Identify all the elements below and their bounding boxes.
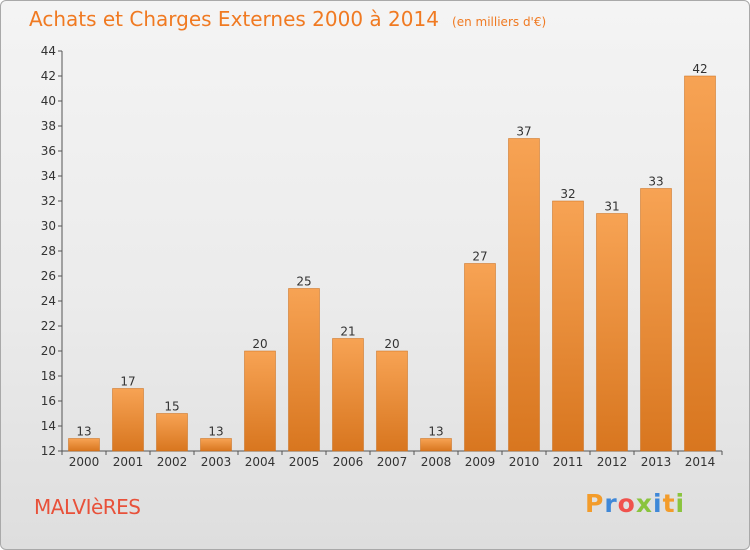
x-tick-label: 2008 bbox=[421, 455, 452, 469]
value-label: 13 bbox=[428, 425, 443, 439]
axes: 12 14 16 18 20 22 24 26 28 30 32 34 36 38 40 42 44 2000 20… bbox=[41, 44, 723, 469]
y-tick-label: 16 bbox=[41, 394, 56, 408]
y-tick-label: 18 bbox=[41, 369, 56, 383]
x-tick-label: 2011 bbox=[553, 455, 584, 469]
x-tick-label: 2005 bbox=[289, 455, 320, 469]
y-tick-label: 28 bbox=[41, 244, 56, 258]
x-tick-label: 2009 bbox=[465, 455, 496, 469]
y-tick-label: 22 bbox=[41, 319, 56, 333]
y-tick-label: 14 bbox=[41, 419, 56, 433]
logo-letter: t bbox=[662, 489, 676, 518]
y-tick-label: 38 bbox=[41, 119, 56, 133]
value-label: 13 bbox=[208, 425, 223, 439]
bar-2009 bbox=[464, 263, 496, 452]
bar-2010 bbox=[508, 138, 540, 452]
y-tick-label: 20 bbox=[41, 344, 56, 358]
bar-2002 bbox=[156, 413, 188, 452]
x-tick-label: 2001 bbox=[113, 455, 144, 469]
bar-2014 bbox=[684, 75, 716, 452]
bar-2003 bbox=[200, 438, 232, 452]
bar-2006 bbox=[332, 338, 364, 452]
x-tick-label: 2000 bbox=[69, 455, 100, 469]
x-tick-label: 2014 bbox=[685, 455, 716, 469]
y-tick-label: 30 bbox=[41, 219, 56, 233]
x-tick-label: 2003 bbox=[201, 455, 232, 469]
value-label: 42 bbox=[692, 62, 707, 76]
x-tick-label: 2010 bbox=[509, 455, 540, 469]
y-tick-label: 32 bbox=[41, 194, 56, 208]
chart-unit: (en milliers d'€) bbox=[452, 15, 547, 29]
value-label: 17 bbox=[120, 375, 135, 389]
bar-2001 bbox=[112, 388, 144, 452]
value-label: 15 bbox=[164, 400, 179, 414]
bar-2013 bbox=[640, 188, 672, 452]
y-tick-label: 34 bbox=[41, 169, 56, 183]
x-tick-label: 2004 bbox=[245, 455, 276, 469]
y-tick-label: 24 bbox=[41, 294, 56, 308]
logo-letter: i bbox=[653, 489, 663, 518]
value-label: 13 bbox=[76, 425, 91, 439]
value-label: 37 bbox=[516, 125, 531, 139]
y-tick-label: 12 bbox=[41, 444, 56, 458]
x-tick-label: 2002 bbox=[157, 455, 188, 469]
logo-letter: P bbox=[585, 489, 605, 518]
y-tick-label: 40 bbox=[41, 94, 56, 108]
y-tick-label: 26 bbox=[41, 269, 56, 283]
commune-name: MALVIèRES bbox=[34, 495, 141, 519]
x-tick-label: 2007 bbox=[377, 455, 408, 469]
bars bbox=[68, 75, 716, 452]
value-label: 21 bbox=[340, 325, 355, 339]
bar-2008 bbox=[420, 438, 452, 452]
x-tick-label: 2012 bbox=[597, 455, 628, 469]
proxiti-logo[interactable]: Proxiti bbox=[585, 489, 685, 518]
title-row: Achats et Charges Externes 2000 à 2014 (… bbox=[29, 7, 546, 31]
value-label: 32 bbox=[560, 187, 575, 201]
bar-2012 bbox=[596, 213, 628, 452]
value-label: 25 bbox=[296, 275, 311, 289]
x-tick-label: 2013 bbox=[641, 455, 672, 469]
value-label: 33 bbox=[648, 175, 663, 189]
value-label: 20 bbox=[252, 337, 267, 351]
value-label: 27 bbox=[472, 250, 487, 264]
bar-2011 bbox=[552, 200, 584, 452]
value-label: 20 bbox=[384, 337, 399, 351]
logo-letter: r bbox=[604, 489, 618, 518]
chart-title: Achats et Charges Externes 2000 à 2014 bbox=[29, 7, 439, 31]
logo-letter: i bbox=[675, 489, 686, 518]
bar-2000 bbox=[68, 438, 100, 452]
bar-2005 bbox=[288, 288, 320, 452]
logo-letter: o bbox=[617, 489, 636, 518]
bar-2004 bbox=[244, 350, 276, 452]
bar-2007 bbox=[376, 350, 408, 452]
value-label: 31 bbox=[604, 200, 619, 214]
logo-letter: x bbox=[635, 489, 653, 518]
y-tick-label: 44 bbox=[41, 44, 56, 58]
x-tick-label: 2006 bbox=[333, 455, 364, 469]
y-tick-label: 36 bbox=[41, 144, 56, 158]
value-labels: 13 17 15 13 20 25 21 20 13 27 37 32 31 33 42 bbox=[76, 62, 707, 439]
y-tick-label: 42 bbox=[41, 69, 56, 83]
